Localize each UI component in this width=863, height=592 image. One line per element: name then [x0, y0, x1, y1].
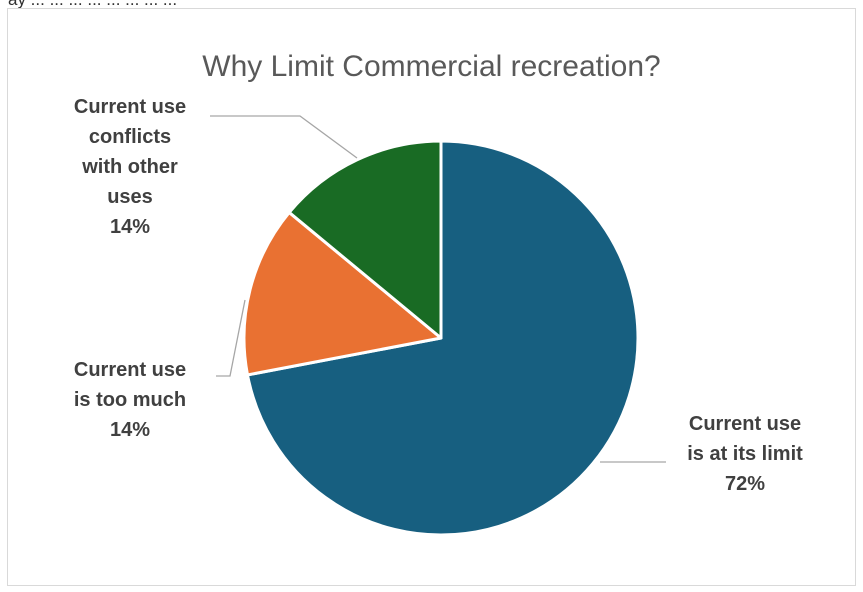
- chart-title: Why Limit Commercial recreation?: [202, 50, 661, 83]
- leader-line-2: [216, 299, 246, 377]
- slice-label-3: Current use conflicts with other uses 14%: [74, 96, 186, 238]
- slice-label-2: Current use is too much 14%: [74, 359, 186, 441]
- slice-label-line: is too much: [74, 389, 186, 411]
- slice-percent-label: 14%: [110, 216, 150, 238]
- slice-percent-label: 14%: [110, 419, 150, 441]
- pie-slice-2: [242, 210, 443, 377]
- top-cut-text: ay ... ... ... ... ... ... ... ...: [0, 0, 863, 9]
- leader-line-3: [210, 115, 358, 159]
- slice-label-1: Current use is at its limit 72%: [687, 413, 803, 495]
- slice-label-line: conflicts: [89, 126, 171, 148]
- slice-label-line: Current use: [74, 359, 186, 381]
- pie-slice-3: [287, 139, 443, 340]
- pie-slice-1: [245, 139, 640, 537]
- pie-slices: [242, 139, 640, 537]
- slice-label-line: uses: [107, 186, 153, 208]
- slice-label-line: Current use: [74, 96, 186, 118]
- slice-percent-label: 72%: [725, 473, 765, 495]
- slice-label-line: Current use: [689, 413, 801, 435]
- header-fragment: ay ... ... ... ... ... ... ... ...: [8, 0, 177, 9]
- slice-label-line: is at its limit: [687, 443, 803, 465]
- slice-label-line: with other: [81, 156, 178, 178]
